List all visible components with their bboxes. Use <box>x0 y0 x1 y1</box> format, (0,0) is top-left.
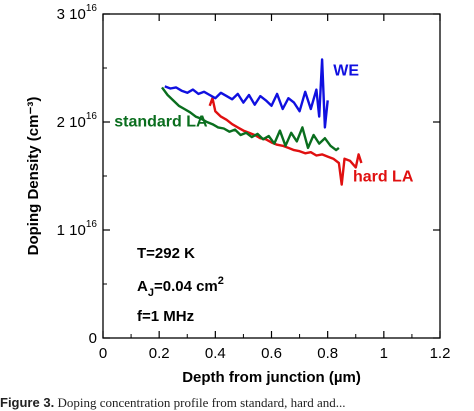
area-exponent: 2 <box>218 275 224 287</box>
x-tick-label: 1 <box>380 345 388 362</box>
x-axis-title: Depth from junction (µm) <box>182 369 361 386</box>
series-line-standard-la <box>161 86 340 152</box>
y-tick-label: 2 1016 <box>57 111 98 131</box>
junction-area-annotation: AJ=0.04 cm2 <box>137 275 224 299</box>
area-subscript: J <box>148 287 154 299</box>
series-line-hard-la <box>208 96 363 186</box>
y-tick-label: 3 1016 <box>57 3 98 23</box>
x-tick-label: 1.2 <box>430 345 451 362</box>
area-value: =0.04 cm <box>154 278 218 295</box>
doping-density-chart: 0 0.2 0.4 0.6 0.8 1 1.2 0 1 1016 2 1016 3 1016 WE s… <box>25 3 451 386</box>
y-tick-label: 0 <box>89 330 97 347</box>
series-label-hard-la: hard LA <box>353 168 414 185</box>
caption-text: Doping concentration profile from standa… <box>57 395 346 410</box>
x-tick-label: 0.6 <box>261 345 282 362</box>
ticks-group: 0 0.2 0.4 0.6 0.8 1 1.2 0 1 1016 2 1016 3 1016 <box>57 3 451 362</box>
x-tick-label: 0.2 <box>149 345 170 362</box>
series-label-standard-la: standard LA <box>114 113 208 130</box>
series-label-we: WE <box>333 63 359 80</box>
x-tick-label: 0.8 <box>317 345 338 362</box>
series-line-we <box>164 58 329 129</box>
x-tick-label: 0.4 <box>205 345 226 362</box>
y-tick-label: 1 1016 <box>57 219 98 239</box>
caption-lead: Figure 3. <box>0 395 55 410</box>
area-prefix: A <box>137 278 148 295</box>
temperature-annotation: T=292 K <box>137 245 195 262</box>
y-axis-title: Doping Density (cm⁻³) <box>25 97 42 256</box>
frequency-annotation: f=1 MHz <box>137 308 194 325</box>
x-tick-label: 0 <box>99 345 107 362</box>
series-group <box>161 58 363 186</box>
figure-caption: Figure 3. Doping concentration profile f… <box>0 395 474 411</box>
series-labels-group: WE standard LA hard LA <box>114 63 414 186</box>
